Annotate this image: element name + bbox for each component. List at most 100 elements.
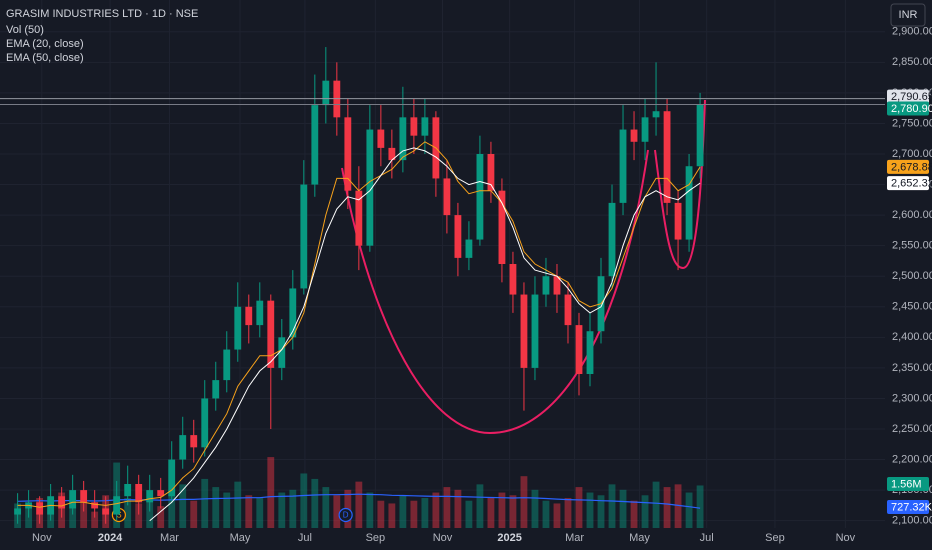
candle-body bbox=[575, 325, 583, 374]
event-marker-label: S bbox=[116, 511, 121, 520]
volume-bar bbox=[179, 484, 187, 528]
y-tick-label: 2,550.00 bbox=[892, 240, 932, 252]
volume-bar bbox=[388, 503, 396, 528]
volume-ma-last-label-box bbox=[887, 500, 929, 514]
x-tick-label: May bbox=[230, 532, 251, 544]
candle-body bbox=[630, 129, 638, 142]
y-tick-label: 2,500.00 bbox=[892, 270, 932, 282]
candle-body bbox=[168, 459, 176, 497]
legend-ema50: EMA (50, close) bbox=[6, 52, 84, 64]
volume-bar bbox=[146, 500, 154, 528]
candle-body bbox=[564, 294, 572, 326]
y-tick-label: 2,300.00 bbox=[892, 392, 932, 404]
volume-bar bbox=[652, 481, 660, 528]
y-tick-label: 2,900.00 bbox=[892, 26, 932, 38]
candle-body bbox=[135, 484, 143, 503]
volume-bar bbox=[641, 495, 649, 528]
ema-last-label: 2,678.88 bbox=[891, 161, 932, 173]
volume-bar bbox=[322, 487, 330, 528]
x-tick-label: May bbox=[629, 532, 650, 544]
candle-body bbox=[124, 484, 132, 497]
candle-body bbox=[355, 190, 363, 246]
event-marker-label: D bbox=[343, 511, 349, 520]
volume-bar bbox=[674, 484, 682, 528]
candle-body bbox=[674, 202, 682, 240]
currency-box[interactable] bbox=[890, 3, 926, 27]
candle-body bbox=[443, 178, 451, 216]
candle-body bbox=[586, 331, 594, 374]
volume-bar bbox=[685, 492, 693, 528]
ema-last-label-box bbox=[887, 159, 929, 174]
candle-body bbox=[377, 129, 385, 148]
candle-body bbox=[663, 111, 671, 203]
volume-bar bbox=[696, 485, 704, 528]
hline-label-box bbox=[887, 89, 929, 104]
volume-bar bbox=[575, 487, 583, 528]
candle-body bbox=[289, 288, 297, 338]
candle-body bbox=[531, 294, 539, 368]
volume-last-label-box bbox=[887, 477, 929, 491]
candle-body bbox=[553, 276, 561, 295]
handle-drawing bbox=[654, 99, 706, 270]
event-marker bbox=[338, 507, 353, 523]
volume-bar bbox=[300, 473, 308, 528]
y-tick-label: 2,400.00 bbox=[892, 331, 932, 343]
volume-bar bbox=[245, 495, 253, 528]
candle-body bbox=[58, 496, 66, 509]
volume-bar bbox=[531, 489, 539, 528]
x-tick-label: Nov bbox=[836, 532, 856, 544]
currency[interactable]: INR bbox=[899, 9, 918, 21]
candle-body bbox=[388, 147, 396, 161]
volume-bar bbox=[278, 492, 286, 528]
volume-bar bbox=[69, 503, 77, 528]
volume-bar bbox=[212, 487, 220, 528]
volume-bar bbox=[509, 495, 517, 528]
volume-bar bbox=[432, 492, 440, 528]
volume-bar bbox=[355, 481, 363, 528]
candle-body bbox=[223, 349, 231, 381]
volume-bar bbox=[465, 500, 473, 528]
candle-body bbox=[278, 337, 286, 368]
volume-bar bbox=[487, 498, 495, 528]
candle-body bbox=[641, 117, 649, 142]
volume-bar bbox=[454, 489, 462, 528]
volume-bar bbox=[619, 489, 627, 528]
candle-body bbox=[300, 184, 308, 289]
x-tick-label: 2025 bbox=[497, 532, 521, 544]
volume-bar bbox=[399, 495, 407, 528]
candle-body bbox=[36, 502, 44, 515]
candle-body bbox=[421, 117, 429, 136]
x-tick-label: Nov bbox=[32, 532, 52, 544]
cup-drawing bbox=[341, 149, 649, 435]
volume-bar bbox=[377, 500, 385, 528]
last-price-label: 2,780.90 bbox=[891, 103, 932, 115]
candle-body bbox=[652, 111, 660, 118]
x-tick-label: Jul bbox=[298, 532, 312, 544]
candle-body bbox=[311, 105, 319, 185]
volume-last-label: 1.56M bbox=[891, 478, 922, 490]
axes: 2,100.002,150.002,200.002,250.002,300.00… bbox=[32, 26, 932, 544]
volume-bar bbox=[520, 476, 528, 528]
y-tick-label: 2,100.00 bbox=[892, 515, 932, 527]
candle-body bbox=[366, 129, 374, 246]
candle-body bbox=[685, 166, 693, 240]
candle-body bbox=[146, 490, 154, 503]
candle-body bbox=[80, 490, 88, 503]
ema-last-label-box bbox=[887, 176, 929, 191]
chart-title: GRASIM INDUSTRIES LTD · 1D · NSE bbox=[6, 8, 198, 20]
volume-bar bbox=[234, 481, 242, 528]
candle-body bbox=[69, 490, 77, 509]
volume-bar bbox=[366, 492, 374, 528]
candle-body bbox=[410, 117, 418, 136]
candle-body bbox=[454, 215, 462, 258]
candle-body bbox=[14, 508, 22, 515]
candle-body bbox=[212, 380, 220, 399]
y-tick-label: 2,350.00 bbox=[892, 362, 932, 374]
candle-body bbox=[344, 117, 352, 191]
volume-bar bbox=[553, 503, 561, 528]
volume-bar bbox=[256, 498, 264, 528]
x-tick-label: 2024 bbox=[98, 532, 123, 544]
volume-bar bbox=[80, 500, 88, 528]
